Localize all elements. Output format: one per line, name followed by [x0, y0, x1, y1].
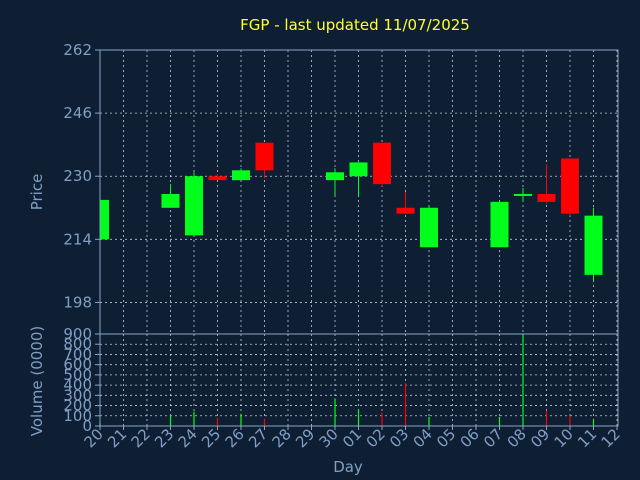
- x-axis-label: Day: [333, 458, 363, 476]
- volume-tick-label: 300: [63, 386, 92, 404]
- volume-tick-label: 200: [63, 397, 92, 415]
- candle-body: [185, 176, 203, 236]
- x-tick-label: 01: [339, 425, 365, 451]
- price-tick-label: 230: [63, 167, 92, 185]
- x-tick-label: 04: [410, 425, 436, 451]
- candle-04: [420, 205, 438, 248]
- price-tick-label: 214: [63, 230, 92, 248]
- x-tick-label: 23: [151, 425, 177, 451]
- x-tick-label: 10: [551, 425, 577, 451]
- candle-body: [349, 162, 368, 177]
- candle-body: [537, 193, 556, 202]
- x-tick-label: 24: [175, 425, 201, 451]
- candle-01: [349, 162, 368, 196]
- x-axis-ticks: 2021222324252627282930010203040506070809…: [81, 425, 624, 451]
- candle-body: [232, 170, 250, 181]
- candle-body: [420, 207, 438, 248]
- x-tick-label: 25: [198, 425, 224, 451]
- candle-body: [326, 172, 344, 181]
- volume-tick-label: 600: [63, 356, 92, 374]
- x-tick-label: 12: [598, 425, 624, 451]
- volume-tick-label: 0: [82, 417, 92, 435]
- candle-03: [396, 192, 415, 214]
- candle-11: [584, 207, 603, 281]
- candle-body: [396, 207, 415, 214]
- candle-body: [514, 193, 532, 196]
- volume-tick-label: 900: [63, 325, 92, 343]
- candle-02: [373, 142, 391, 187]
- volume-grid: [100, 334, 618, 426]
- x-tick-label: 28: [269, 425, 295, 451]
- volume-tick-label: 800: [63, 335, 92, 353]
- x-tick-label: 22: [128, 425, 154, 451]
- candle-20: [99, 199, 109, 240]
- candle-27: [255, 142, 274, 179]
- x-tick-label: 05: [433, 425, 459, 451]
- x-tick-label: 27: [245, 425, 271, 451]
- x-tick-label: 08: [504, 425, 530, 451]
- candle-24: [185, 172, 203, 236]
- x-tick-label: 26: [222, 425, 248, 451]
- price-y-ticks: 198 214 230 246 262: [63, 41, 100, 311]
- x-tick-label: 30: [316, 425, 342, 451]
- price-candles: [99, 142, 603, 281]
- price-tick-label: 198: [63, 293, 92, 311]
- candle-08: [514, 188, 532, 202]
- x-tick-label: 29: [292, 425, 318, 451]
- chart-title: FGP - last updated 11/07/2025: [240, 16, 470, 34]
- price-tick-label: 262: [63, 41, 92, 59]
- x-tick-label: 11: [574, 425, 600, 451]
- x-tick-label: 21: [104, 425, 130, 451]
- volume-tick-label: 700: [63, 345, 92, 363]
- candle-body: [561, 158, 579, 214]
- candle-26: [232, 168, 250, 181]
- candle-body: [373, 142, 391, 185]
- price-tick-label: 246: [63, 104, 92, 122]
- x-tick-label: 07: [480, 425, 506, 451]
- candle-09: [537, 164, 556, 204]
- candle-23: [161, 184, 180, 208]
- candle-body: [100, 199, 109, 240]
- candle-30: [326, 168, 344, 196]
- volume-tick-label: 500: [63, 366, 92, 384]
- x-tick-label: 03: [386, 425, 412, 451]
- price-axis-label: Price: [28, 174, 46, 211]
- candle-body: [255, 142, 274, 171]
- candle-body: [584, 215, 603, 275]
- x-tick-label: 06: [457, 425, 483, 451]
- volume-tick-label: 400: [63, 376, 92, 394]
- candle-body: [161, 193, 180, 208]
- volume-tick-label: 100: [63, 407, 92, 425]
- candle-07: [490, 201, 509, 248]
- x-tick-label: 09: [527, 425, 553, 451]
- candle-body: [208, 176, 227, 181]
- volume-bars: [99, 334, 595, 426]
- candle-10: [561, 158, 579, 216]
- candle-25: [208, 174, 227, 181]
- x-tick-label: 02: [363, 425, 389, 451]
- volume-axis-label: Volume (0000): [28, 326, 46, 436]
- candle-body: [490, 201, 509, 248]
